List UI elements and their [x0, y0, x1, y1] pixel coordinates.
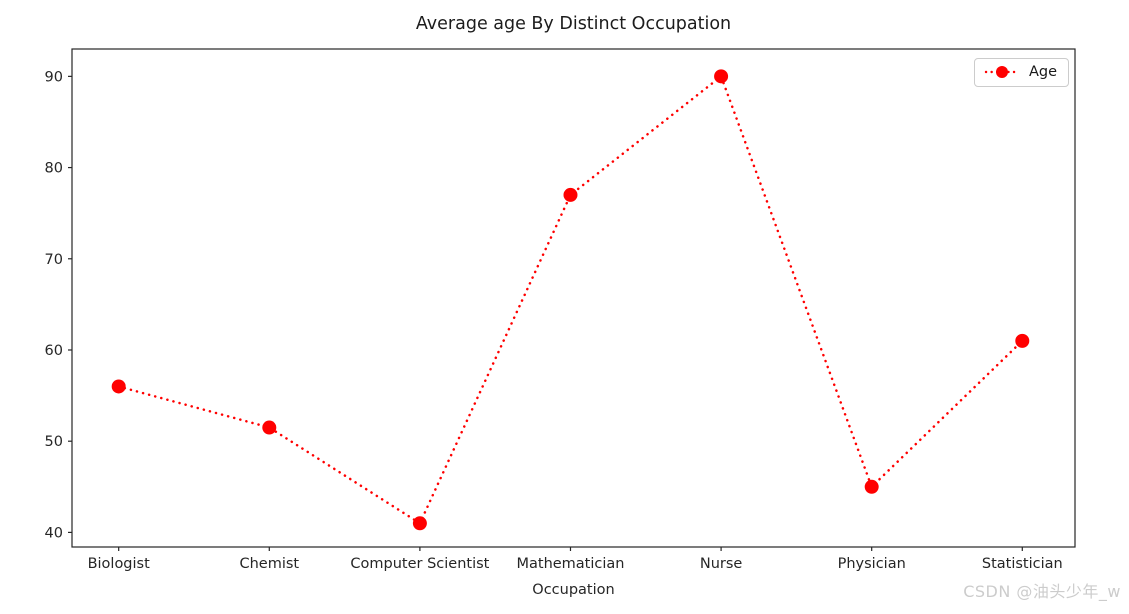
legend-line-marker-icon [984, 66, 1020, 79]
watermark: CSDN @油头少年_w [963, 582, 1121, 601]
data-point-marker [714, 69, 729, 84]
plot-frame [71, 48, 1076, 548]
x-tick-label: Nurse [700, 556, 743, 572]
x-tick-label: Chemist [239, 556, 299, 572]
y-tick-label: 70 [45, 252, 63, 268]
x-axis-label: Occupation [532, 582, 615, 598]
data-point-marker [262, 420, 277, 435]
data-point-marker [111, 379, 126, 394]
x-tick-label: Statistician [982, 556, 1063, 572]
x-tick-label: Computer Scientist [350, 556, 489, 572]
y-tick-label: 40 [45, 525, 63, 541]
legend-label: Age [1028, 64, 1057, 80]
x-tick-label: Mathematician [516, 556, 624, 572]
data-point-marker [563, 187, 578, 202]
data-point-marker [864, 479, 879, 494]
chart-title: Average age By Distinct Occupation [415, 14, 732, 34]
x-tick-label: Physician [838, 556, 906, 572]
data-point-marker [1015, 333, 1030, 348]
y-tick-label: 80 [45, 161, 63, 177]
y-tick-label: 50 [45, 434, 63, 450]
x-tick-label: Biologist [88, 556, 151, 572]
y-tick-label: 60 [45, 343, 63, 359]
series-line [117, 74, 1024, 526]
data-point-marker [412, 516, 427, 531]
y-tick-label: 90 [45, 69, 63, 85]
legend: Age [973, 58, 1069, 87]
